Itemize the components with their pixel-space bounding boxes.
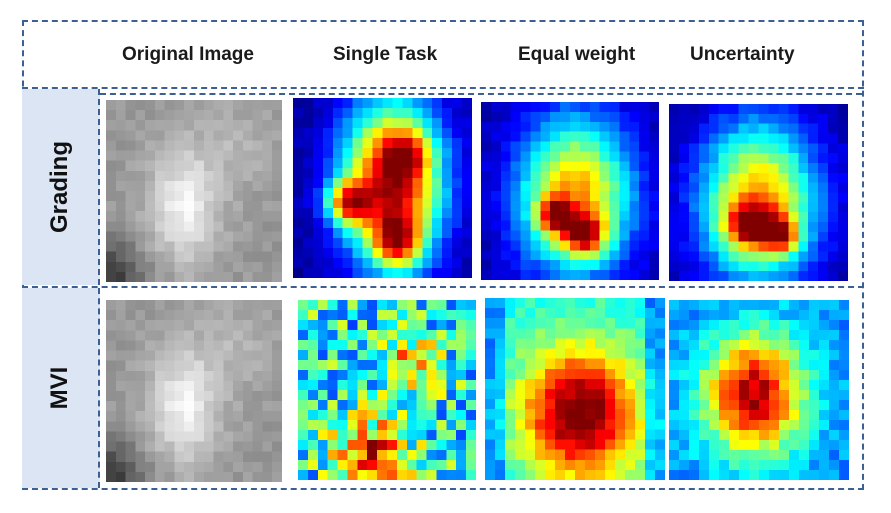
row-divider bbox=[22, 286, 864, 288]
grading-single-task-heatmap bbox=[293, 98, 472, 278]
row-label-mvi-box: MVI bbox=[22, 288, 100, 488]
row-label-grading-box: Grading bbox=[22, 89, 100, 285]
column-header-equal-weight: Equal weight bbox=[518, 44, 636, 65]
row-label-mvi: MVI bbox=[46, 366, 73, 410]
column-header-original-image: Original Image bbox=[122, 44, 254, 65]
row-label-grading: Grading bbox=[46, 140, 73, 234]
grading-row-top-line bbox=[100, 93, 862, 95]
mvi-single-task-heatmap bbox=[298, 300, 476, 480]
mvi-uncertainty-heatmap bbox=[669, 300, 849, 480]
grading-original-image bbox=[106, 100, 282, 282]
grading-uncertainty-heatmap bbox=[669, 104, 848, 281]
column-header-uncertainty: Uncertainty bbox=[690, 44, 795, 65]
column-header-single-task: Single Task bbox=[333, 44, 438, 65]
header-divider bbox=[22, 87, 864, 89]
grading-equal-weight-heatmap bbox=[481, 102, 659, 280]
mvi-original-image bbox=[106, 300, 282, 482]
mvi-equal-weight-heatmap bbox=[485, 298, 665, 480]
